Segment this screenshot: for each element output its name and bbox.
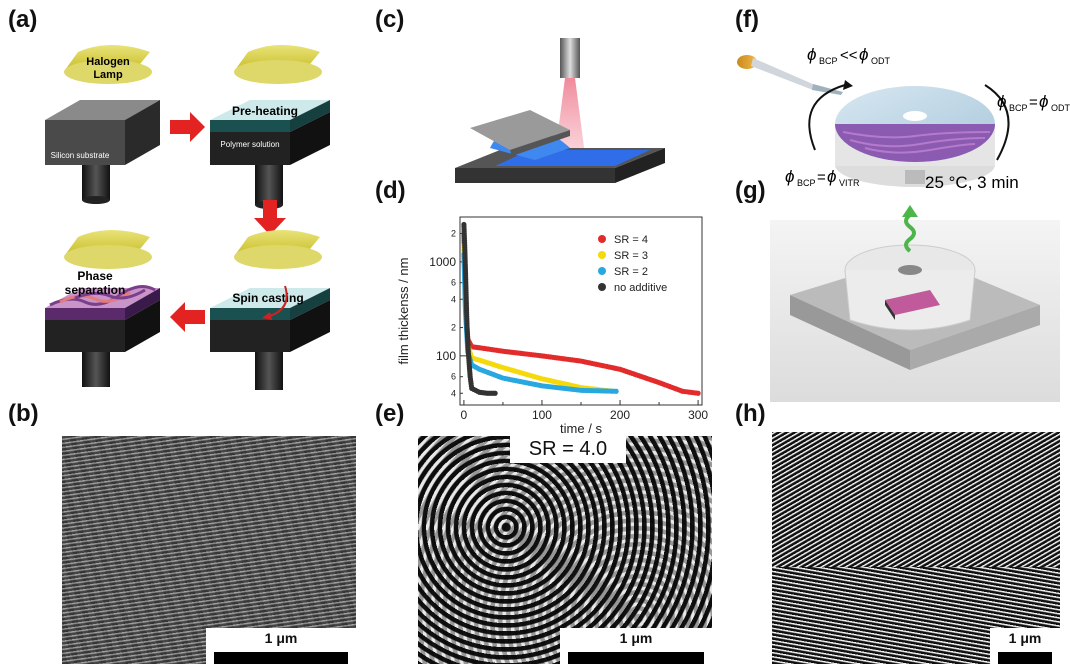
- legend-marker: [598, 251, 606, 259]
- panel-label-c: (c): [375, 6, 405, 33]
- bcp-subscript-3: BCP: [797, 178, 816, 188]
- equals-2: =: [817, 169, 826, 186]
- x-tick-label: 300: [688, 408, 708, 422]
- legend-marker: [598, 235, 606, 243]
- legend-marker: [598, 267, 606, 275]
- sr-label-e: SR = 4.0: [510, 436, 626, 463]
- step-phase-separation: Phase separation: [45, 230, 160, 387]
- y-minor-label: 4: [451, 388, 456, 398]
- bcp-subscript-2: BCP: [1009, 103, 1028, 113]
- arrow-down-icon: [254, 200, 286, 235]
- legend-label: SR = 3: [614, 250, 648, 262]
- data-point: [695, 390, 701, 396]
- scale-bar-h: 1 μm: [990, 628, 1060, 664]
- phi-symbol-5: ϕ: [785, 167, 794, 186]
- x-tick-label: 100: [532, 408, 552, 422]
- series-no-additive: [461, 221, 498, 396]
- rotation-arrow-icon: [843, 80, 853, 90]
- x-tick-label: 200: [610, 408, 630, 422]
- panel-label-a: (a): [8, 6, 38, 33]
- legend-label: no additive: [614, 282, 667, 294]
- x-tick-label: 0: [461, 408, 468, 422]
- y-minor-label: 2: [451, 323, 456, 333]
- sem-image-e: [418, 436, 712, 664]
- lamp-label-1: Halogen: [86, 56, 130, 68]
- scale-bar-line-h: [998, 652, 1052, 664]
- uv-chamber-schematic: [790, 205, 1040, 370]
- panel-label-g: (g): [735, 177, 766, 204]
- data-point: [492, 390, 498, 396]
- x-axis-label: time / s: [560, 421, 602, 435]
- phase-label-2: separation: [65, 283, 126, 297]
- scale-bar-line-e: [568, 652, 704, 664]
- dish-schematic: ϕ BCP << ϕ ODT ϕ BCP = ϕ ODT ϕ BCP = ϕ V…: [737, 45, 1070, 192]
- panel-label-b: (b): [8, 400, 39, 427]
- film-thickness-chart: 0 100 200 300 100 1000 4 6 2 4 6 2 time / s film thic…: [396, 216, 708, 435]
- odt-subscript-1: ODT: [871, 56, 891, 66]
- scale-bar-label-b: 1 μm: [264, 630, 298, 646]
- panel-label-d: (d): [375, 177, 406, 204]
- spin-label: Spin casting: [232, 291, 303, 305]
- scale-bar-b: 1 μm: [206, 628, 356, 664]
- y-tick-label: 1000: [429, 255, 456, 269]
- y-minor-label: 2: [451, 229, 456, 239]
- step-spin-casting: Spin casting: [210, 230, 330, 390]
- scale-bar-line-b: [214, 652, 348, 664]
- spin-casting-schematic: Halogen Lamp Silicon substrate Pre-heati…: [45, 45, 330, 390]
- preheat-label: Pre-heating: [232, 104, 298, 118]
- panel-label-f: (f): [735, 6, 759, 33]
- y-minor-label: 6: [451, 278, 456, 288]
- scale-bar-label-h: 1 μm: [1008, 630, 1042, 646]
- series-sr-4: [461, 230, 701, 396]
- equals-1: =: [1029, 94, 1038, 111]
- legend-label: SR = 4: [614, 234, 648, 246]
- scale-bar-e: 1 μm: [560, 628, 712, 664]
- y-tick-label: 100: [436, 349, 456, 363]
- silicon-label: Silicon substrate: [51, 151, 110, 160]
- uv-light-icon: [904, 213, 916, 253]
- legend-label: SR = 2: [614, 266, 648, 278]
- y-axis-label: film thickenss / nm: [396, 258, 411, 365]
- odt-subscript-2: ODT: [1051, 103, 1070, 113]
- arrow-right-icon: [170, 112, 205, 142]
- condition-label: 25 °C, 3 min: [925, 173, 1019, 192]
- legend-marker: [598, 283, 606, 291]
- vitr-subscript: VITR: [839, 178, 860, 188]
- y-minor-label: 4: [451, 294, 456, 304]
- phi-symbol-6: ϕ: [827, 167, 836, 186]
- phi-symbol-2: ϕ: [859, 45, 868, 64]
- data-point: [613, 388, 619, 394]
- lamp-label-2: Lamp: [93, 69, 123, 81]
- much-less-than: <<: [840, 47, 858, 64]
- y-minor-label: 6: [451, 372, 456, 382]
- phi-symbol-3: ϕ: [997, 92, 1006, 111]
- scale-bar-label-e: 1 μm: [619, 630, 653, 646]
- series-sr-2: [461, 251, 619, 394]
- sem-image-b: [62, 436, 356, 664]
- phi-symbol-1: ϕ: [807, 45, 816, 64]
- panel-label-h: (h): [735, 400, 766, 427]
- phi-symbol-4: ϕ: [1039, 92, 1048, 111]
- bcp-subscript-1: BCP: [819, 56, 838, 66]
- blade-coating-schematic: [455, 38, 665, 183]
- step-pre-heating: Pre-heating Polymer solution: [210, 45, 330, 209]
- polymer-label: Polymer solution: [220, 140, 279, 149]
- panel-label-e: (e): [375, 400, 405, 427]
- arrow-left-icon: [170, 302, 205, 332]
- step-silicon-substrate: Halogen Lamp Silicon substrate: [45, 45, 160, 204]
- phase-label-1: Phase: [77, 269, 113, 283]
